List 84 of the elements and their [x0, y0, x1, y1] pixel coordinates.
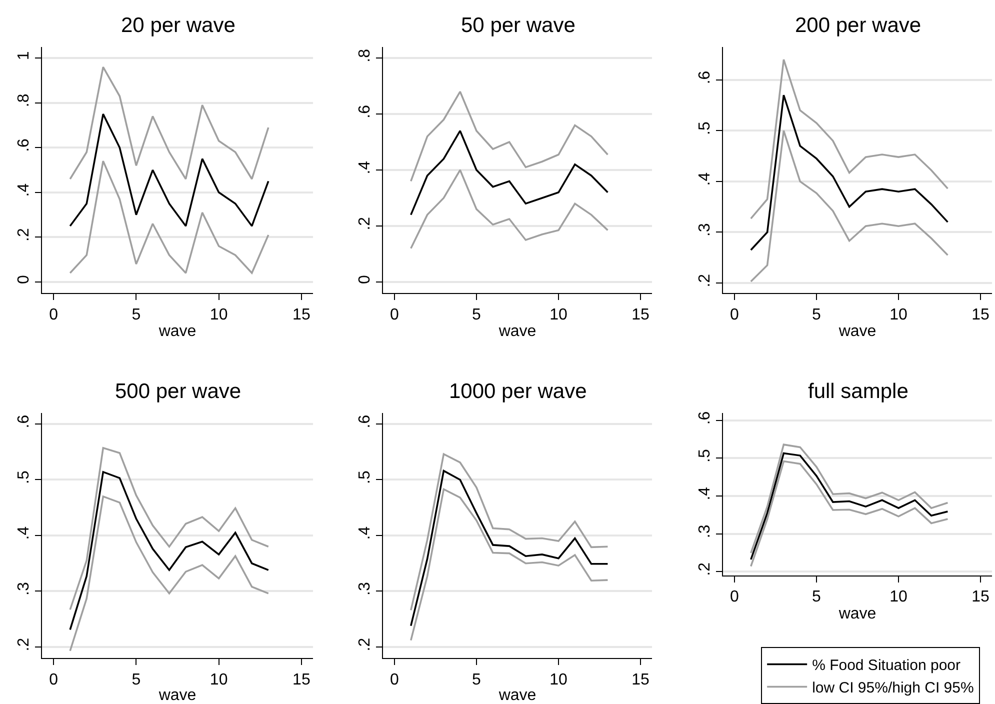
x-tick-label: 5 — [132, 306, 141, 324]
x-axis-title: wave — [838, 605, 876, 622]
y-tick-label: .3 — [696, 524, 714, 538]
x-tick-label: 15 — [292, 671, 310, 688]
x-tick-label: 15 — [972, 306, 990, 324]
y-tick-label: 0 — [16, 275, 33, 284]
y-tick-label: .3 — [696, 223, 714, 237]
y-tick-label: .6 — [356, 104, 374, 118]
y-tick-label: .5 — [696, 449, 714, 462]
x-tick-label: 10 — [210, 671, 228, 688]
x-tick-label: 15 — [632, 306, 650, 324]
x-axis-title: wave — [158, 687, 196, 704]
x-tick-label: 5 — [132, 671, 141, 688]
line-series — [750, 58, 949, 220]
y-tick-label: .6 — [16, 414, 33, 428]
chart-title: 1000 per wave — [449, 380, 587, 403]
line-series — [410, 90, 609, 182]
x-axis-title: wave — [158, 323, 196, 340]
x-tick-label: 0 — [49, 671, 58, 688]
y-tick-label: .2 — [696, 562, 714, 576]
line-series — [410, 488, 609, 642]
x-tick-label: 15 — [292, 306, 310, 324]
x-axis-title: wave — [498, 687, 536, 704]
x-tick-label: 10 — [210, 306, 228, 324]
legend-label: low CI 95%/high CI 95% — [812, 680, 974, 697]
y-tick-label: .3 — [356, 582, 374, 596]
x-tick-label: 5 — [472, 306, 482, 324]
y-tick-label: .6 — [696, 70, 714, 84]
chart-title: 500 per wave — [115, 380, 242, 403]
line-series — [410, 130, 609, 216]
line-series — [69, 113, 270, 227]
y-tick-label: .4 — [16, 526, 33, 540]
line-series — [750, 130, 949, 282]
y-tick-label: 1 — [16, 51, 33, 60]
x-tick-label: 15 — [632, 671, 650, 688]
y-tick-label: .4 — [356, 160, 374, 174]
chart-title: 50 per wave — [461, 14, 576, 37]
x-tick-label: 0 — [390, 671, 400, 688]
line-series — [69, 447, 270, 611]
line-series — [410, 453, 609, 612]
y-tick-label: .2 — [696, 274, 714, 288]
x-tick-label: 10 — [550, 671, 568, 688]
x-tick-label: 10 — [890, 306, 908, 324]
y-tick-label: .4 — [356, 526, 374, 540]
chart-title: 20 per wave — [121, 14, 236, 37]
y-tick-label: .2 — [16, 228, 33, 242]
chart-title: full sample — [808, 380, 908, 403]
line-series — [410, 470, 609, 627]
line-series — [69, 471, 270, 631]
legend-label: % Food Situation poor — [812, 657, 961, 674]
y-tick-label: 0 — [356, 275, 374, 284]
x-axis-title: wave — [498, 323, 536, 340]
y-tick-label: .8 — [16, 94, 33, 108]
line-series — [410, 169, 609, 250]
x-axis-title: wave — [838, 323, 876, 340]
y-tick-label: .3 — [16, 582, 33, 596]
y-tick-label: .2 — [356, 216, 374, 230]
y-tick-label: .5 — [356, 470, 374, 484]
y-tick-label: .4 — [696, 172, 714, 186]
x-tick-label: 15 — [972, 588, 990, 606]
y-tick-label: .4 — [696, 486, 714, 500]
line-series — [69, 496, 270, 652]
y-tick-label: .2 — [16, 638, 33, 652]
y-tick-label: .6 — [696, 411, 714, 425]
y-tick-label: .6 — [356, 414, 374, 428]
y-tick-label: .5 — [696, 121, 714, 135]
y-tick-label: .2 — [356, 638, 374, 652]
y-tick-label: .8 — [356, 48, 374, 62]
x-tick-label: 0 — [390, 306, 400, 324]
line-series — [69, 66, 270, 180]
line-series — [69, 160, 270, 274]
x-tick-label: 10 — [550, 306, 568, 324]
x-tick-label: 5 — [812, 306, 822, 324]
y-tick-label: .6 — [16, 138, 33, 152]
chart-title: 200 per wave — [795, 14, 922, 37]
x-tick-label: 10 — [890, 588, 908, 606]
x-tick-label: 5 — [812, 588, 822, 606]
y-tick-label: .4 — [16, 183, 33, 197]
x-tick-label: 0 — [49, 306, 58, 324]
line-series — [750, 94, 949, 251]
x-tick-label: 5 — [472, 671, 482, 688]
y-tick-label: .5 — [16, 470, 33, 484]
x-tick-label: 0 — [730, 588, 740, 606]
x-tick-label: 0 — [730, 306, 740, 324]
